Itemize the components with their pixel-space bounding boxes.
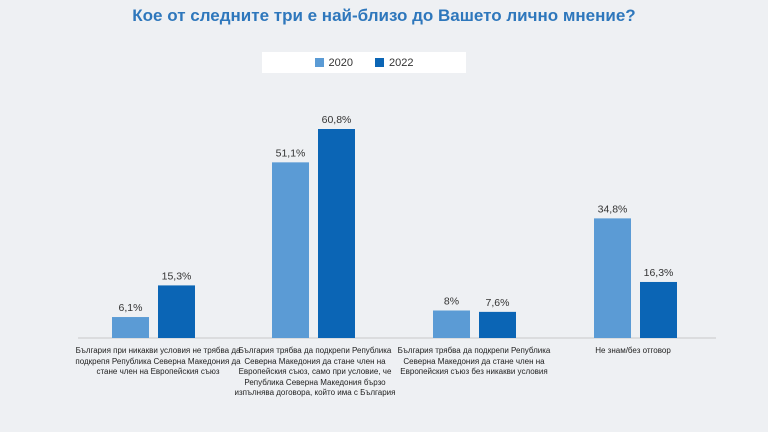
- legend-label-2022: 2022: [389, 56, 414, 69]
- chart-legend: 2020 2022: [262, 52, 466, 73]
- category-label-1: България при никакви условия не трябва д…: [75, 346, 241, 377]
- data-label-2020-cat2: 51,1%: [276, 147, 306, 159]
- bar-2020-cat4: [594, 218, 631, 338]
- category-label-3: България трябва да подкрепи Република Се…: [397, 346, 551, 377]
- data-label-2020-cat1: 6,1%: [119, 302, 143, 314]
- legend-item-2022: 2022: [375, 57, 413, 69]
- legend-item-2020: 2020: [314, 56, 353, 69]
- legend-label-2020: 2020: [328, 56, 353, 69]
- bar-2022-cat4: [640, 281, 677, 338]
- bar-2020-cat2: [272, 162, 309, 338]
- bar-2020-cat3: [433, 310, 470, 338]
- data-label-2022-cat2: 60,8%: [322, 114, 352, 126]
- bar-2020-cat1: [112, 317, 149, 338]
- data-label-2022-cat4: 16,3%: [644, 267, 674, 279]
- legend-swatch-2020: [314, 58, 324, 67]
- bar-2022-cat1: [158, 285, 195, 338]
- category-label-4: Не знам/без отговор: [595, 346, 671, 355]
- data-label-2022-cat3: 7,6%: [486, 297, 510, 309]
- chart-title: Кое от следните три е най-близо до Вашет…: [132, 6, 636, 25]
- data-label-2020-cat4: 34,8%: [598, 203, 628, 215]
- category-label-2: България трябва да подкрепи Република Се…: [234, 346, 396, 398]
- data-label-2022-cat1: 15,3%: [162, 270, 192, 282]
- legend-swatch-2022: [375, 58, 384, 67]
- data-label-2020-cat3: 8%: [444, 296, 459, 308]
- bar-2022-cat3: [479, 311, 516, 338]
- bar-2022-cat2: [318, 129, 355, 338]
